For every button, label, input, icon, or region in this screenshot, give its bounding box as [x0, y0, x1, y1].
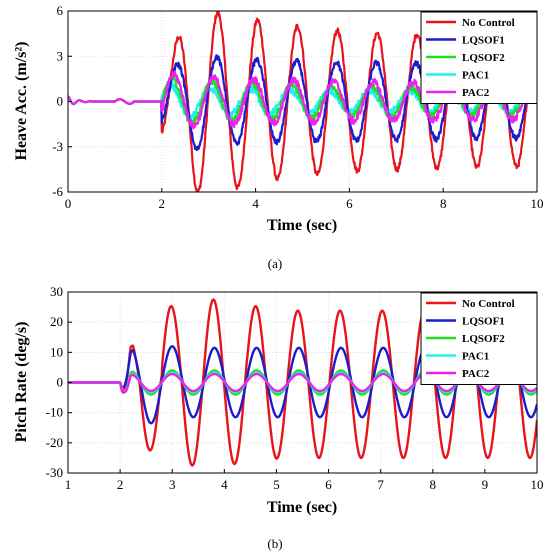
y-axis-label-a: Heave Acc. (m/s²): [13, 42, 30, 161]
legend-label: LQSOF2: [462, 333, 505, 345]
y-tick-label: -10: [46, 405, 63, 420]
x-tick-label: 4: [221, 477, 228, 492]
y-tick-label: 30: [50, 284, 63, 299]
x-tick-label: 2: [159, 196, 166, 211]
legend-label: No Control: [462, 17, 515, 29]
legend-label: LQSOF1: [462, 316, 505, 328]
y-ticks-a: -6 -3 0 3 6: [52, 3, 72, 199]
x-tick-label: 5: [273, 477, 280, 492]
panel-a: 0 2 4 6 8 10 -6 -3 0 3 6 Time (sec) Heave Acc. (m…: [13, 3, 544, 271]
x-ticks-b: 1 2 3 4 5 6 7 8 9 10: [65, 469, 544, 492]
x-axis-label-b: Time (sec): [267, 499, 337, 516]
y-tick-label: -20: [46, 435, 63, 450]
x-tick-label: 9: [482, 477, 489, 492]
y-tick-label: -3: [52, 139, 63, 154]
legend-label: PAC1: [462, 351, 489, 363]
x-tick-label: 7: [377, 477, 384, 492]
legend-label: LQSOF2: [462, 52, 505, 64]
x-tick-label: 6: [325, 477, 332, 492]
y-tick-label: 20: [50, 314, 63, 329]
y-axis-label-b: Pitch Rate (deg/s): [13, 322, 30, 443]
legend-label: PAC1: [462, 70, 489, 82]
caption-a: (a): [268, 256, 282, 271]
legend-a: No Control LQSOF1 LQSOF2 PAC1 PAC2: [420, 11, 538, 104]
x-tick-label: 2: [117, 477, 124, 492]
x-tick-label: 6: [346, 196, 353, 211]
legend-label: No Control: [462, 298, 515, 310]
y-tick-label: 0: [57, 375, 64, 390]
x-ticks-a: 0 2 4 6 8 10: [65, 188, 544, 211]
y-tick-label: 10: [50, 344, 63, 359]
legend-label: PAC2: [462, 87, 490, 99]
y-tick-label: 3: [57, 48, 64, 63]
y-ticks-b: -30 -20 -10 0 10 20 30: [46, 284, 72, 480]
x-tick-label: 1: [65, 477, 72, 492]
x-tick-label: 8: [440, 196, 447, 211]
x-tick-label: 4: [252, 196, 259, 211]
caption-b: (b): [267, 536, 282, 551]
x-tick-label: 8: [430, 477, 437, 492]
y-tick-label: -6: [52, 184, 63, 199]
x-tick-label: 0: [65, 196, 72, 211]
x-tick-label: 10: [531, 477, 544, 492]
x-tick-label: 10: [531, 196, 544, 211]
y-tick-label: -30: [46, 465, 63, 480]
y-tick-label: 6: [57, 3, 64, 18]
legend-b: No Control LQSOF1 LQSOF2 PAC1 PAC2: [420, 292, 538, 385]
y-tick-label: 0: [57, 94, 64, 109]
x-axis-label-a: Time (sec): [267, 217, 337, 234]
legend-label: LQSOF1: [462, 35, 505, 47]
legend-label: PAC2: [462, 368, 490, 380]
x-tick-label: 3: [169, 477, 176, 492]
